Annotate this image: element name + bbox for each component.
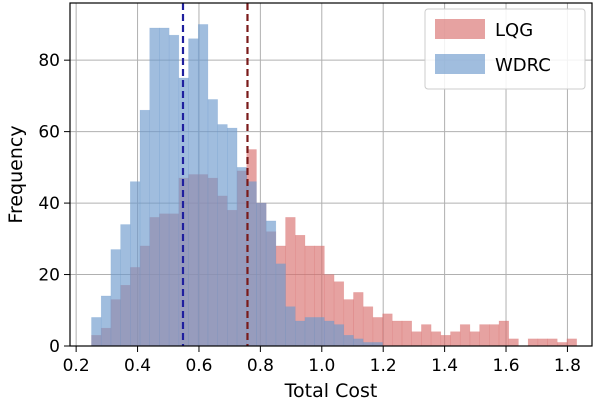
plot-frame bbox=[69, 2, 593, 347]
histogram-bar bbox=[139, 109, 150, 347]
histogram-bar bbox=[343, 335, 354, 347]
histogram-bar bbox=[304, 317, 315, 347]
histogram-bar bbox=[411, 331, 422, 347]
histogram-bar bbox=[207, 99, 218, 347]
histogram-bar bbox=[333, 324, 345, 347]
mean-lines bbox=[181, 3, 249, 346]
histogram-bar bbox=[498, 320, 509, 347]
histogram-bar bbox=[197, 24, 209, 347]
histogram-bar bbox=[566, 338, 577, 347]
histogram-bar bbox=[130, 181, 141, 347]
histogram-bar bbox=[527, 338, 539, 347]
histogram-bar bbox=[256, 202, 267, 347]
histogram-bar bbox=[265, 220, 277, 347]
histogram-bar bbox=[353, 338, 364, 347]
histogram-bar bbox=[421, 324, 432, 347]
x-tick-label: 1.0 bbox=[308, 356, 335, 376]
legend-swatch-lqg bbox=[435, 19, 485, 39]
histogram-bar bbox=[168, 34, 180, 347]
histogram-bar bbox=[440, 335, 451, 347]
histogram-bar bbox=[401, 320, 412, 347]
legend: LQG WDRC bbox=[424, 8, 586, 90]
histogram-bar bbox=[120, 224, 131, 347]
legend-label-lqg: LQG bbox=[495, 20, 533, 41]
histogram-bar bbox=[508, 338, 519, 347]
histogram-bar bbox=[314, 317, 325, 347]
histogram-bar bbox=[285, 306, 296, 347]
histogram-bar bbox=[110, 249, 121, 347]
histogram-bar bbox=[430, 331, 442, 347]
x-tick-label: 0.4 bbox=[124, 356, 151, 376]
x-tick-label: 0.2 bbox=[63, 356, 90, 376]
y-axis-label: Frequency bbox=[5, 125, 27, 223]
y-tick-label: 0 bbox=[49, 337, 60, 357]
histogram-bar bbox=[372, 317, 383, 347]
histogram-bar bbox=[362, 306, 374, 347]
histogram-bar bbox=[392, 320, 403, 347]
histogram-bar bbox=[459, 324, 471, 347]
histogram-bar bbox=[353, 292, 364, 347]
x-tick-label: 1.2 bbox=[370, 356, 397, 376]
y-tick-label: 80 bbox=[38, 51, 60, 71]
histogram-bar bbox=[227, 127, 238, 347]
histogram-bar bbox=[159, 27, 170, 347]
histogram-bar bbox=[537, 338, 548, 347]
histogram-bar bbox=[382, 313, 393, 347]
histogram-bar bbox=[469, 331, 480, 347]
histogram-bar bbox=[217, 124, 228, 347]
legend-label-wdrc: WDRC bbox=[495, 55, 551, 76]
y-tick-label: 60 bbox=[38, 123, 60, 143]
y-tick-label: 20 bbox=[38, 266, 60, 286]
axis-ticks: 0.2 0.4 0.6 0.8 1.0 1.2 1.4 1.6 1.8 0 20 40 60 80 bbox=[38, 51, 581, 376]
x-tick-label: 0.8 bbox=[247, 356, 274, 376]
histogram-bar bbox=[100, 295, 112, 347]
x-tick-label: 1.8 bbox=[554, 356, 581, 376]
histogram-bar bbox=[547, 338, 558, 347]
x-axis-label: Total Cost bbox=[284, 380, 378, 402]
histogram-bar bbox=[91, 317, 102, 347]
histogram-bar bbox=[479, 324, 490, 347]
legend-swatch-wdrc bbox=[435, 54, 485, 74]
y-tick-label: 40 bbox=[38, 194, 60, 214]
histogram-bar bbox=[236, 167, 247, 347]
histogram-bar bbox=[489, 324, 500, 347]
histogram-bar bbox=[149, 27, 160, 347]
x-tick-label: 1.6 bbox=[493, 356, 520, 376]
histogram-bar bbox=[295, 320, 306, 347]
histogram-bar bbox=[275, 263, 286, 347]
histogram-bar bbox=[450, 331, 461, 347]
x-tick-label: 1.4 bbox=[431, 356, 458, 376]
histogram-bar bbox=[188, 38, 199, 347]
histogram-bar bbox=[324, 320, 335, 347]
x-tick-label: 0.6 bbox=[185, 356, 212, 376]
